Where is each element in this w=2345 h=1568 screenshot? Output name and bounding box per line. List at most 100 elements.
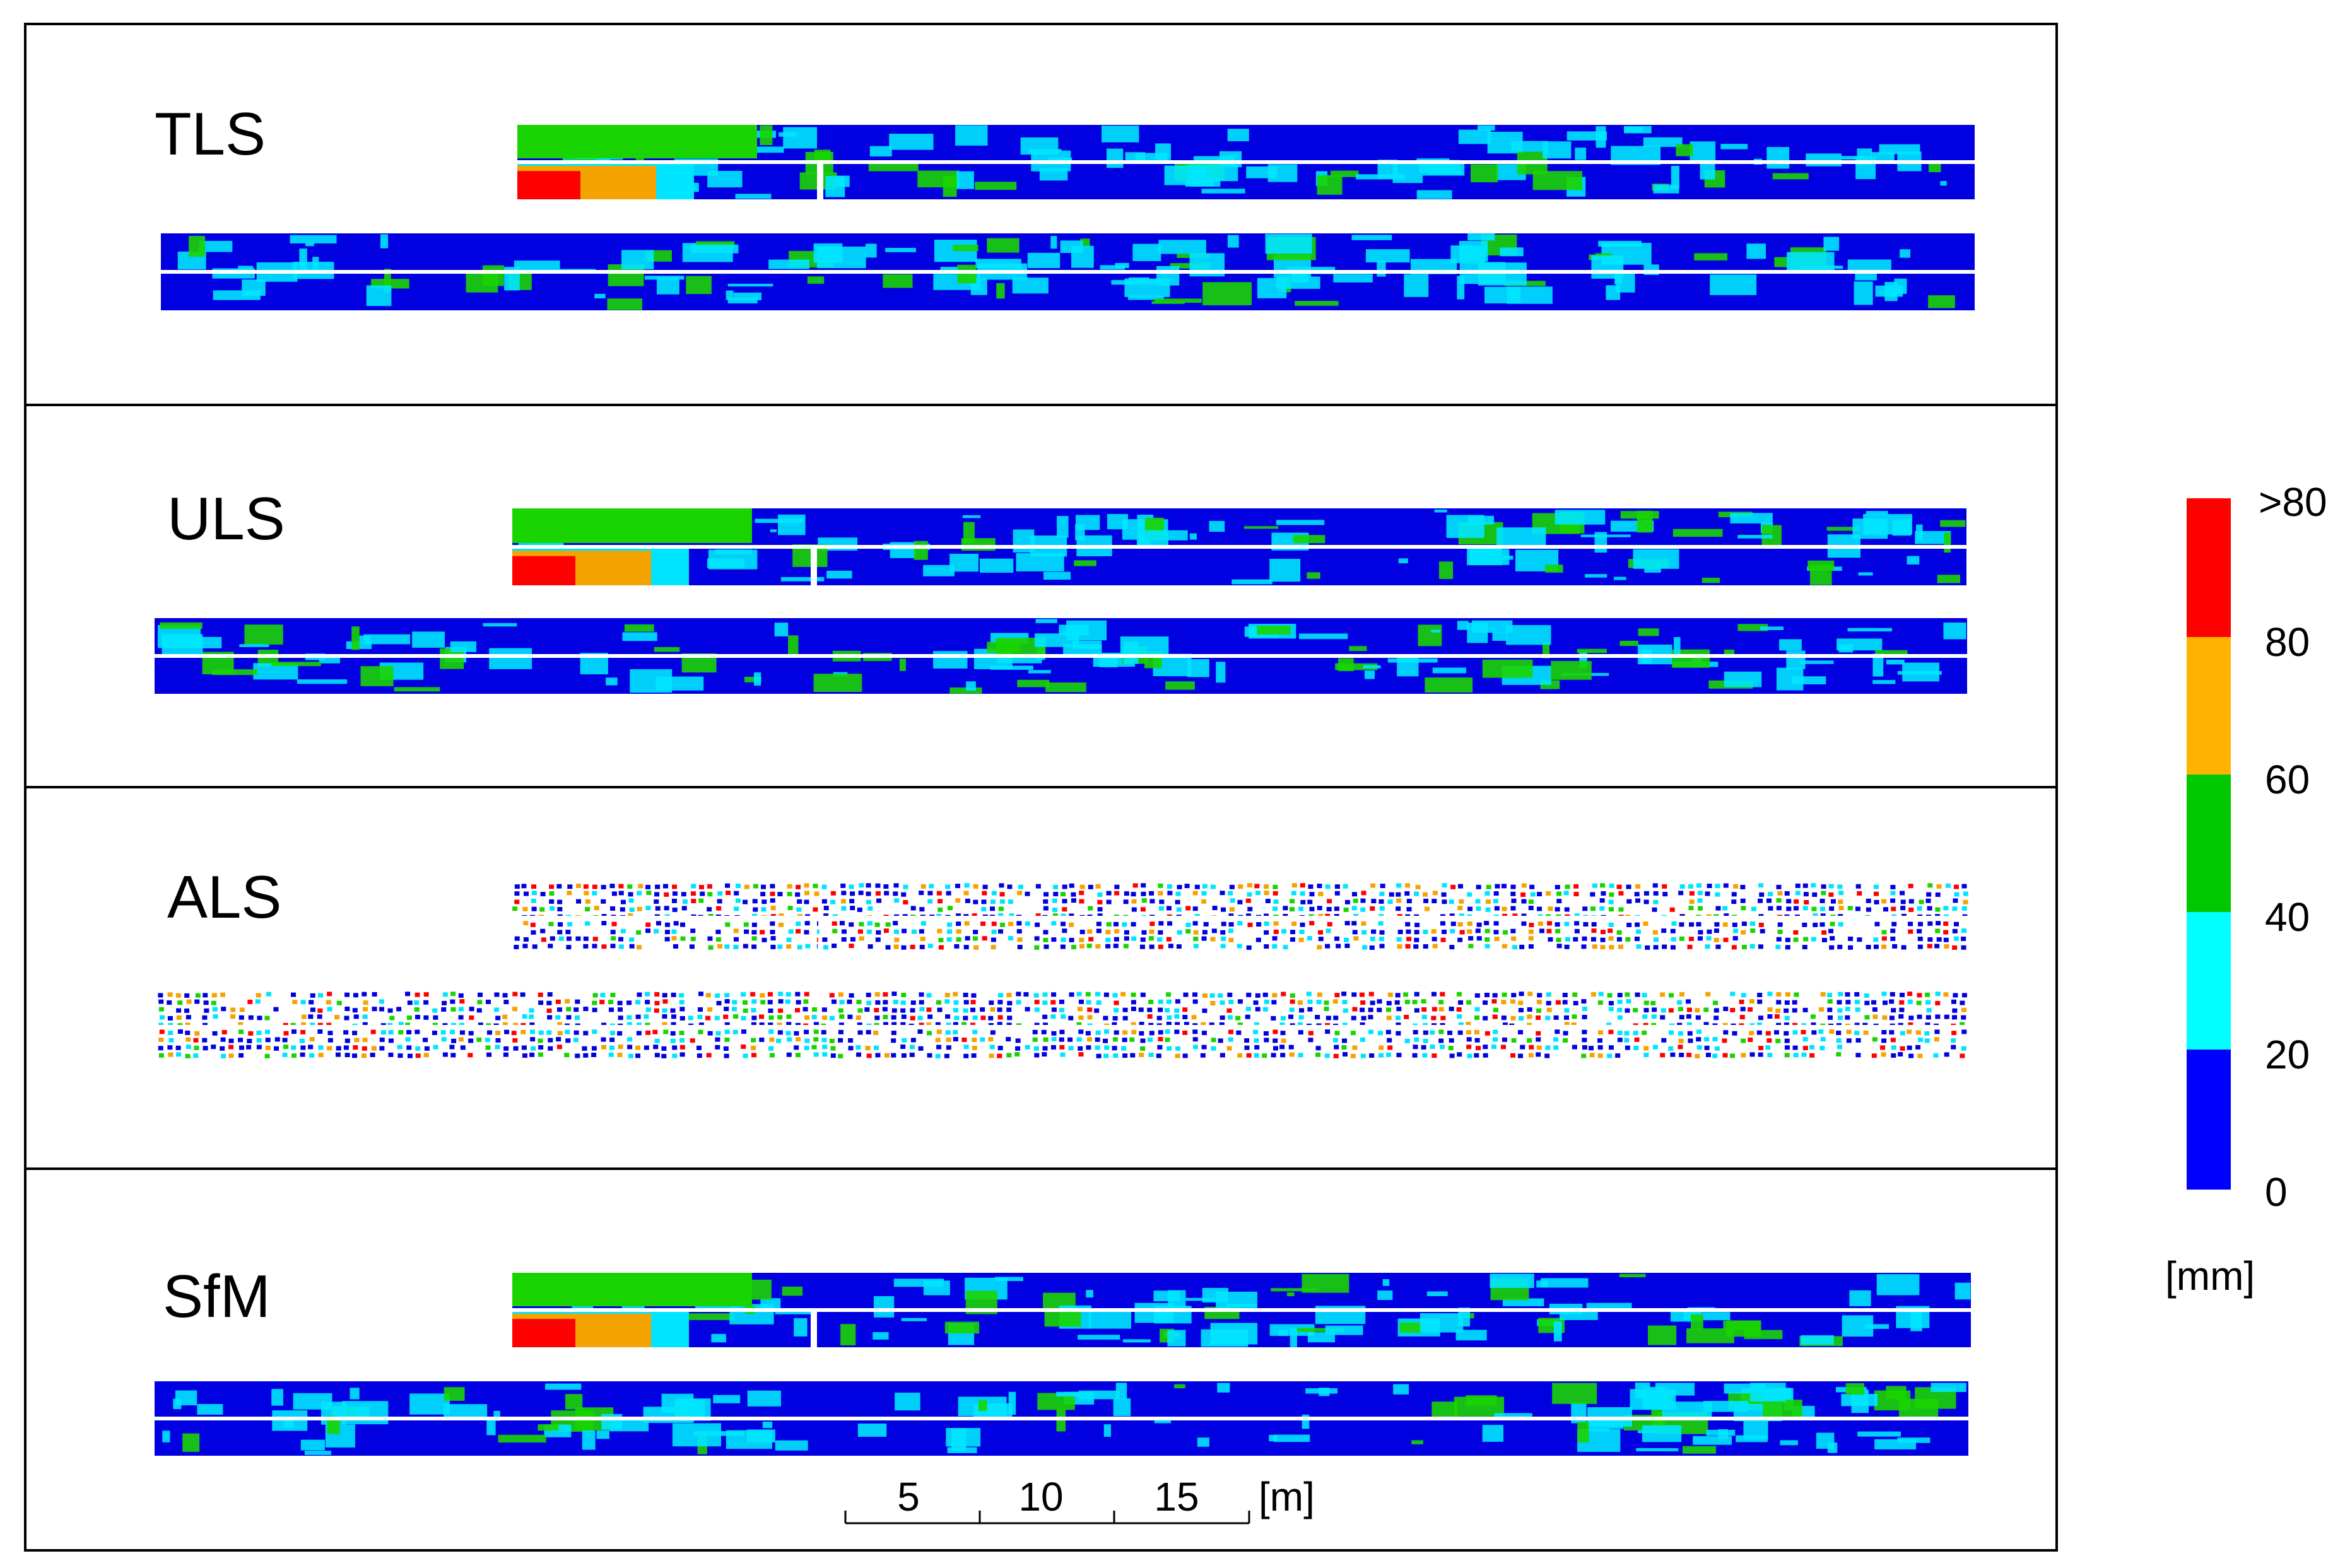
- point-dot: [1731, 945, 1737, 950]
- point-dot: [1308, 1038, 1314, 1043]
- point-dot: [573, 1007, 579, 1012]
- point-dot: [796, 907, 802, 912]
- point-dot: [228, 1053, 234, 1058]
- point-dot: [1414, 1037, 1419, 1042]
- point-dot: [344, 1053, 350, 1058]
- point-dot: [1819, 922, 1825, 927]
- point-dot: [1123, 899, 1129, 904]
- point-dot: [1760, 928, 1765, 933]
- point-dot: [423, 992, 429, 997]
- point-dot: [866, 1053, 872, 1058]
- point-dot: [705, 993, 711, 998]
- point-dot: [185, 1044, 191, 1050]
- point-dot: [1078, 999, 1084, 1004]
- point-dot: [458, 993, 464, 998]
- point-dot: [557, 930, 563, 935]
- point-dot: [202, 1038, 208, 1043]
- point-dot: [504, 1029, 510, 1034]
- deviation-patch: [1849, 1290, 1871, 1306]
- deviation-patch: [1854, 281, 1873, 305]
- deviation-patch: [883, 274, 913, 288]
- point-dot: [1881, 1052, 1886, 1057]
- point-dot: [1062, 884, 1067, 889]
- point-dot: [663, 1029, 669, 1034]
- point-dot: [523, 891, 529, 896]
- point-dot: [1131, 992, 1136, 997]
- point-dot: [1032, 1037, 1038, 1042]
- point-dot: [690, 891, 696, 896]
- deviation-patch: [1278, 1330, 1288, 1337]
- point-dot: [469, 1007, 474, 1012]
- deviation-patch: [1185, 1297, 1216, 1301]
- deviation-patch: [363, 634, 411, 645]
- point-dot: [1927, 906, 1932, 911]
- point-dot: [1283, 945, 1288, 950]
- point-dot: [1200, 1053, 1206, 1058]
- point-dot: [829, 1038, 835, 1043]
- point-dot: [1273, 929, 1279, 934]
- point-dot: [1502, 906, 1507, 911]
- point-dot: [1468, 944, 1474, 949]
- point-dot: [973, 884, 979, 889]
- point-dot: [449, 1044, 455, 1050]
- point-dot: [1103, 992, 1109, 997]
- point-dot: [1379, 930, 1385, 935]
- deviation-patch: [1411, 1440, 1423, 1444]
- point-dot: [1776, 937, 1782, 942]
- point-dot: [379, 1046, 385, 1051]
- deviation-patch: [409, 1393, 450, 1415]
- point-dot: [927, 899, 933, 904]
- point-dot: [478, 1022, 483, 1027]
- point-dot: [618, 937, 624, 942]
- point-dot: [530, 922, 536, 927]
- point-dot: [1175, 999, 1180, 1004]
- point-dot: [1881, 899, 1887, 904]
- point-dot: [1105, 930, 1111, 935]
- point-dot: [256, 1044, 262, 1050]
- point-dot: [1220, 1053, 1225, 1058]
- point-dot: [1883, 907, 1888, 912]
- deviation-patch: [1872, 680, 1896, 684]
- point-dot: [715, 1037, 720, 1042]
- point-dot: [1405, 883, 1411, 888]
- point-dot: [1131, 892, 1136, 897]
- point-dot: [1404, 1038, 1410, 1043]
- point-dot: [1440, 1015, 1446, 1021]
- point-dot: [583, 1007, 589, 1012]
- scale-bar-label-10: 10: [1018, 1474, 1063, 1519]
- point-dot: [1431, 1007, 1437, 1012]
- point-dot: [1430, 1044, 1435, 1050]
- point-dot: [1457, 1014, 1462, 1019]
- point-dot: [973, 945, 979, 950]
- point-dot: [953, 1022, 958, 1027]
- point-dot: [1441, 929, 1447, 934]
- point-dot: [1167, 1015, 1172, 1020]
- point-dot: [1953, 993, 1958, 998]
- point-dot: [875, 1000, 881, 1005]
- deviation-patch: [990, 665, 1033, 670]
- point-dot: [531, 906, 537, 911]
- point-dot: [1854, 1031, 1860, 1036]
- point-dot: [778, 922, 784, 927]
- point-dot: [953, 1037, 958, 1042]
- deviation-patch: [1553, 1321, 1562, 1342]
- point-dot: [1547, 921, 1553, 926]
- point-dot: [1016, 929, 1022, 934]
- point-dot: [1827, 992, 1833, 997]
- point-dot: [1872, 1014, 1878, 1019]
- point-dot: [1915, 1030, 1921, 1035]
- point-dot: [1174, 1008, 1180, 1013]
- deviation-patch: [182, 1433, 200, 1452]
- point-dot: [885, 945, 891, 950]
- point-dot: [1828, 928, 1834, 933]
- point-dot: [1324, 1007, 1329, 1012]
- point-dot: [1245, 1007, 1251, 1012]
- point-dot: [1051, 1007, 1057, 1012]
- deviation-patch: [1496, 527, 1546, 546]
- deviation-patch: [1636, 1448, 1679, 1452]
- deviation-patch: [1624, 126, 1652, 134]
- point-dot: [592, 937, 598, 942]
- point-dot: [1756, 1022, 1762, 1027]
- point-dot: [555, 1015, 561, 1020]
- point-dot: [1908, 929, 1913, 934]
